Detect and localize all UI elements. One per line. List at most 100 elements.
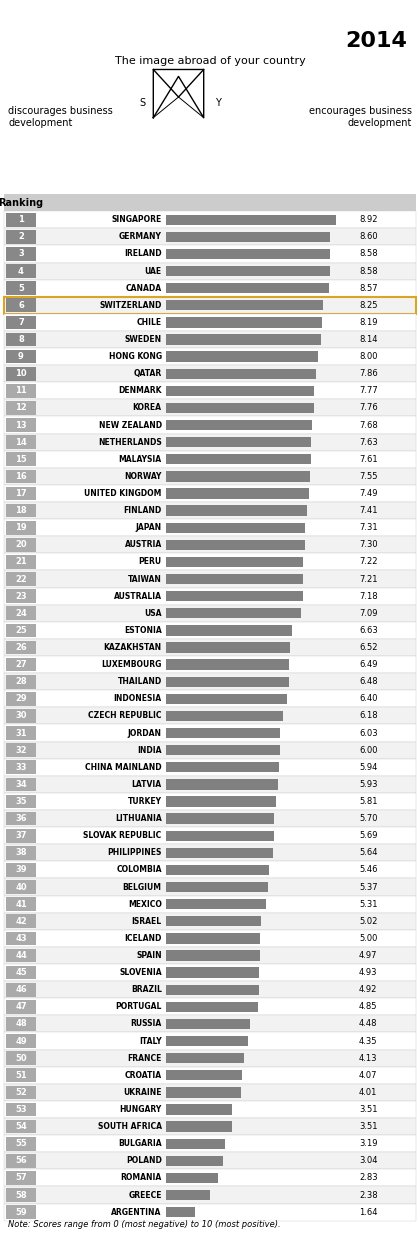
Text: 5.93: 5.93 — [359, 780, 378, 789]
FancyBboxPatch shape — [166, 506, 307, 516]
Text: HONG KONG: HONG KONG — [109, 352, 162, 361]
Text: 27: 27 — [15, 660, 27, 669]
FancyBboxPatch shape — [6, 230, 36, 244]
FancyBboxPatch shape — [166, 625, 292, 636]
FancyBboxPatch shape — [4, 1015, 416, 1033]
FancyBboxPatch shape — [4, 366, 416, 382]
Text: 54: 54 — [15, 1122, 27, 1131]
Text: discourages business
development: discourages business development — [8, 106, 113, 128]
FancyBboxPatch shape — [4, 674, 416, 690]
FancyBboxPatch shape — [166, 745, 280, 755]
Text: 7.31: 7.31 — [359, 523, 378, 532]
Text: 4.48: 4.48 — [359, 1019, 378, 1028]
Text: 30: 30 — [15, 711, 27, 720]
Text: 3.19: 3.19 — [359, 1139, 378, 1148]
FancyBboxPatch shape — [166, 249, 330, 259]
FancyBboxPatch shape — [166, 471, 310, 482]
FancyBboxPatch shape — [6, 983, 36, 997]
Text: The image abroad of your country: The image abroad of your country — [115, 56, 305, 66]
FancyBboxPatch shape — [4, 314, 416, 331]
FancyBboxPatch shape — [4, 844, 416, 861]
Text: 4.13: 4.13 — [359, 1054, 378, 1063]
Text: 6.63: 6.63 — [359, 626, 378, 635]
FancyBboxPatch shape — [166, 950, 260, 960]
FancyBboxPatch shape — [4, 468, 416, 485]
Text: 26: 26 — [15, 644, 27, 652]
Text: 5: 5 — [18, 284, 24, 293]
FancyBboxPatch shape — [6, 777, 36, 791]
FancyBboxPatch shape — [6, 247, 36, 260]
FancyBboxPatch shape — [166, 968, 259, 978]
FancyBboxPatch shape — [6, 744, 36, 757]
FancyBboxPatch shape — [4, 810, 416, 828]
FancyBboxPatch shape — [4, 793, 416, 810]
FancyBboxPatch shape — [166, 437, 311, 447]
FancyBboxPatch shape — [166, 642, 290, 652]
FancyBboxPatch shape — [4, 707, 416, 725]
Text: 55: 55 — [15, 1139, 27, 1148]
Text: ITALY: ITALY — [139, 1037, 162, 1045]
FancyBboxPatch shape — [166, 386, 314, 396]
FancyBboxPatch shape — [6, 623, 36, 637]
Text: 7.22: 7.22 — [359, 557, 378, 566]
Text: 4.01: 4.01 — [359, 1088, 378, 1097]
Text: 8.58: 8.58 — [359, 267, 378, 275]
Text: 8.19: 8.19 — [359, 318, 378, 327]
Text: 7.21: 7.21 — [359, 575, 378, 583]
Text: 24: 24 — [15, 608, 27, 617]
FancyBboxPatch shape — [4, 263, 416, 279]
FancyBboxPatch shape — [166, 368, 316, 379]
Text: 5.31: 5.31 — [359, 900, 378, 909]
FancyBboxPatch shape — [6, 282, 36, 295]
FancyBboxPatch shape — [166, 419, 312, 431]
FancyBboxPatch shape — [6, 264, 36, 278]
Text: 3: 3 — [18, 249, 24, 258]
FancyBboxPatch shape — [166, 711, 283, 721]
Text: 6.03: 6.03 — [359, 729, 378, 737]
Text: CANADA: CANADA — [126, 284, 162, 293]
Text: ICELAND: ICELAND — [124, 934, 162, 943]
FancyBboxPatch shape — [6, 675, 36, 689]
FancyBboxPatch shape — [166, 608, 301, 618]
FancyBboxPatch shape — [4, 485, 416, 502]
Text: 7.41: 7.41 — [359, 506, 378, 515]
FancyBboxPatch shape — [6, 949, 36, 963]
Text: 7.55: 7.55 — [359, 472, 378, 481]
Text: Ranking: Ranking — [0, 198, 44, 208]
Text: 7: 7 — [18, 318, 24, 327]
FancyBboxPatch shape — [6, 521, 36, 535]
Text: 8: 8 — [18, 336, 24, 344]
FancyBboxPatch shape — [166, 265, 330, 277]
FancyBboxPatch shape — [166, 522, 305, 533]
Text: ISRAEL: ISRAEL — [131, 916, 162, 925]
FancyBboxPatch shape — [4, 1136, 416, 1152]
Text: 7.86: 7.86 — [359, 369, 378, 378]
Text: 23: 23 — [15, 592, 27, 601]
Text: AUSTRALIA: AUSTRALIA — [114, 592, 162, 601]
Text: 7.49: 7.49 — [359, 490, 378, 498]
FancyBboxPatch shape — [4, 605, 416, 622]
Text: LATVIA: LATVIA — [131, 780, 162, 789]
FancyBboxPatch shape — [4, 587, 416, 605]
Text: GREECE: GREECE — [128, 1191, 162, 1199]
Text: 5.70: 5.70 — [359, 814, 378, 823]
FancyBboxPatch shape — [6, 1206, 36, 1219]
Text: MEXICO: MEXICO — [128, 900, 162, 909]
Text: 4.93: 4.93 — [359, 968, 378, 977]
FancyBboxPatch shape — [166, 727, 280, 739]
Text: 3.51: 3.51 — [359, 1122, 378, 1131]
Text: 5.81: 5.81 — [359, 798, 378, 806]
Text: 58: 58 — [15, 1191, 27, 1199]
FancyBboxPatch shape — [166, 334, 321, 344]
FancyBboxPatch shape — [4, 553, 416, 571]
FancyBboxPatch shape — [4, 417, 416, 433]
FancyBboxPatch shape — [166, 403, 314, 413]
FancyBboxPatch shape — [166, 881, 268, 893]
Text: 2.38: 2.38 — [359, 1191, 378, 1199]
Text: encourages business
development: encourages business development — [309, 106, 412, 128]
Text: CZECH REPUBLIC: CZECH REPUBLIC — [88, 711, 162, 720]
FancyBboxPatch shape — [166, 1207, 195, 1217]
Text: 7.63: 7.63 — [359, 438, 378, 447]
Text: UNITED KINGDOM: UNITED KINGDOM — [84, 490, 162, 498]
FancyBboxPatch shape — [4, 639, 416, 656]
